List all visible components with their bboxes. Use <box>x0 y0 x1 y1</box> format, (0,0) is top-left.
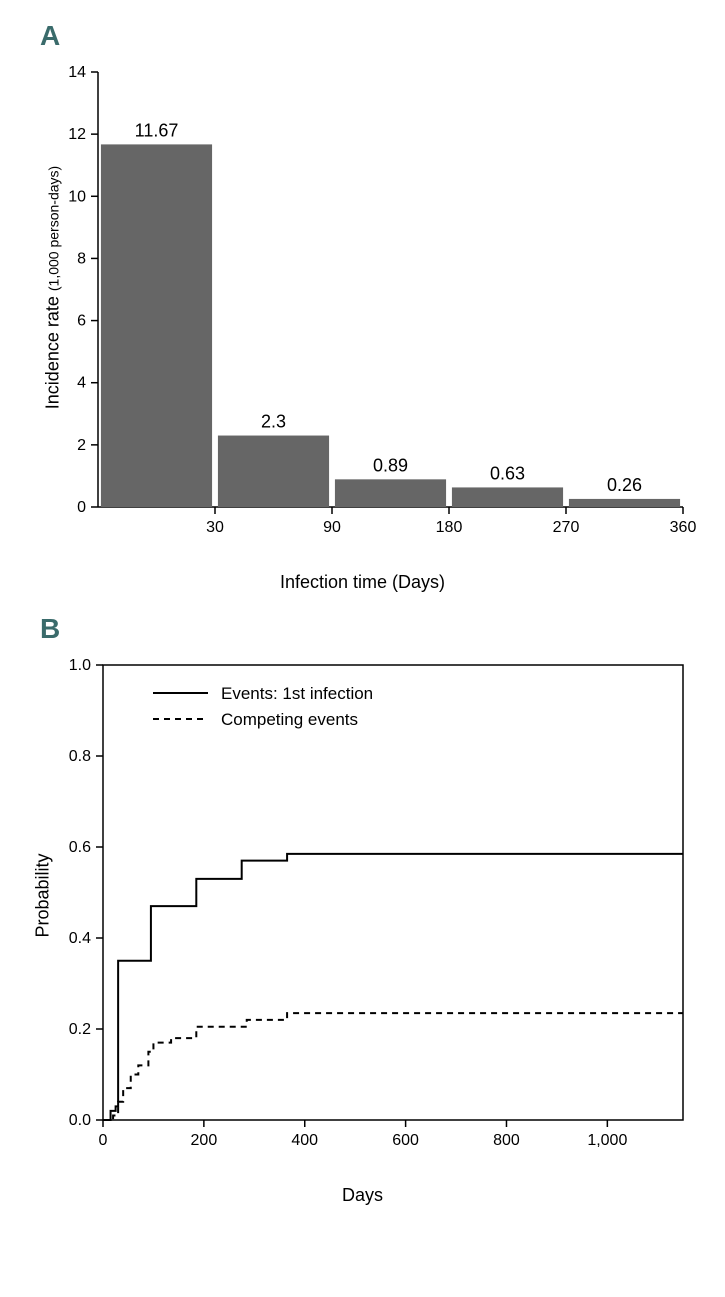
panel-a-label: A <box>40 20 715 52</box>
bar-chart-svg: 0 2 4 6 8 10 12 14 11.67 2.3 0.89 0.63 0.26 30 90 180 27… <box>23 52 703 552</box>
svg-text:200: 200 <box>190 1132 217 1149</box>
svg-text:30: 30 <box>206 519 224 536</box>
svg-text:400: 400 <box>291 1132 318 1149</box>
step-chart-svg: 0.0 0.2 0.4 0.6 0.8 1.0 0 200 400 600 800 1,000 Even… <box>23 645 703 1165</box>
svg-text:11.67: 11.67 <box>134 120 178 140</box>
panel-a-ylabel-main: Incidence rate <box>42 296 62 409</box>
svg-text:270: 270 <box>552 519 579 536</box>
svg-text:14: 14 <box>68 64 86 81</box>
svg-text:180: 180 <box>435 519 462 536</box>
panel-a-chart: Incidence rate (1,000 person-days) 0 2 4 6 8… <box>23 52 703 593</box>
svg-text:1.0: 1.0 <box>68 657 90 674</box>
svg-text:360: 360 <box>669 519 696 536</box>
svg-text:0.8: 0.8 <box>68 748 90 765</box>
panel-b-ylabel: Probability <box>32 816 53 976</box>
svg-text:0.0: 0.0 <box>68 1112 90 1129</box>
svg-text:1,000: 1,000 <box>587 1132 627 1149</box>
svg-text:0.4: 0.4 <box>68 930 90 947</box>
panel-a-ylabel-sub: (1,000 person-days) <box>45 166 61 291</box>
svg-text:0.63: 0.63 <box>489 463 524 483</box>
svg-text:2: 2 <box>77 437 86 454</box>
svg-text:2.3: 2.3 <box>260 412 285 432</box>
svg-text:0: 0 <box>77 499 86 516</box>
svg-text:6: 6 <box>77 313 86 330</box>
svg-text:8: 8 <box>77 250 86 267</box>
svg-text:0.6: 0.6 <box>68 839 90 856</box>
svg-text:Competing events: Competing events <box>221 710 358 729</box>
svg-text:0.26: 0.26 <box>606 475 641 495</box>
panel-b-label: B <box>40 613 715 645</box>
svg-text:12: 12 <box>68 126 86 143</box>
svg-text:90: 90 <box>323 519 341 536</box>
svg-text:0.2: 0.2 <box>68 1021 90 1038</box>
svg-text:10: 10 <box>68 188 86 205</box>
panel-b-chart: Probability 0.0 0.2 0.4 0.6 0.8 1.0 0 200 400 600… <box>23 645 703 1206</box>
svg-text:0.89: 0.89 <box>372 455 407 475</box>
svg-text:0: 0 <box>98 1132 107 1149</box>
svg-text:4: 4 <box>77 375 86 392</box>
svg-text:600: 600 <box>392 1132 419 1149</box>
panel-a-xlabel: Infection time (Days) <box>23 572 703 593</box>
svg-text:800: 800 <box>493 1132 520 1149</box>
svg-text:Events: 1st infection: Events: 1st infection <box>221 684 373 703</box>
panel-a-ylabel: Incidence rate (1,000 person-days) <box>42 158 63 418</box>
panel-b-xlabel: Days <box>23 1185 703 1206</box>
